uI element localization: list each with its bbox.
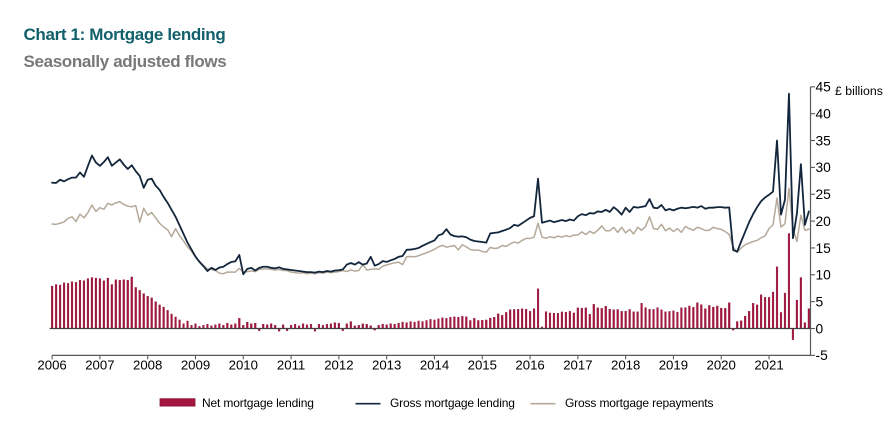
svg-text:Gross mortgage repayments: Gross mortgage repayments — [565, 396, 713, 410]
svg-text:45: 45 — [816, 80, 832, 95]
svg-text:35: 35 — [816, 133, 832, 148]
svg-text:Gross mortgage lending: Gross mortgage lending — [390, 396, 515, 410]
svg-text:Seasonally adjusted flows: Seasonally adjusted flows — [24, 52, 227, 71]
svg-text:2013: 2013 — [372, 358, 401, 373]
svg-text:Chart 1: Mortgage lending: Chart 1: Mortgage lending — [24, 25, 226, 44]
svg-text:5: 5 — [816, 294, 824, 309]
svg-text:-5: -5 — [816, 348, 829, 363]
svg-text:2006: 2006 — [37, 358, 66, 373]
svg-text:15: 15 — [816, 241, 832, 256]
svg-text:25: 25 — [816, 187, 832, 202]
svg-text:2012: 2012 — [324, 358, 353, 373]
svg-text:2017: 2017 — [563, 358, 592, 373]
svg-text:2016: 2016 — [515, 358, 544, 373]
svg-text:Net mortgage lending: Net mortgage lending — [202, 396, 314, 410]
svg-text:2018: 2018 — [611, 358, 640, 373]
svg-text:2019: 2019 — [659, 358, 688, 373]
svg-text:30: 30 — [816, 160, 832, 175]
svg-text:2021: 2021 — [754, 358, 783, 373]
svg-text:2007: 2007 — [85, 358, 114, 373]
svg-text:2010: 2010 — [229, 358, 258, 373]
svg-text:10: 10 — [816, 268, 832, 283]
svg-text:2011: 2011 — [277, 358, 305, 373]
svg-text:2020: 2020 — [707, 358, 736, 373]
svg-text:20: 20 — [816, 214, 832, 229]
svg-text:2015: 2015 — [468, 358, 497, 373]
svg-text:2014: 2014 — [420, 358, 449, 373]
svg-text:£ billions: £ billions — [835, 84, 883, 98]
svg-text:0: 0 — [816, 321, 824, 336]
svg-text:40: 40 — [816, 107, 832, 122]
svg-text:2008: 2008 — [133, 358, 162, 373]
svg-text:2009: 2009 — [181, 358, 210, 373]
